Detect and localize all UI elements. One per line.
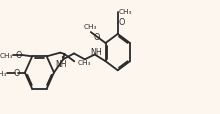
Text: O: O: [15, 51, 22, 60]
Text: CH₃: CH₃: [78, 59, 92, 65]
Text: CH₃: CH₃: [0, 53, 13, 58]
Text: CH₃: CH₃: [118, 9, 132, 15]
Text: O: O: [13, 68, 19, 77]
Text: O: O: [94, 32, 100, 41]
Text: CH₃: CH₃: [84, 24, 97, 30]
Text: NH: NH: [55, 59, 66, 68]
Text: NH: NH: [90, 47, 102, 56]
Text: O: O: [119, 18, 125, 27]
Text: CH₃: CH₃: [0, 70, 7, 76]
